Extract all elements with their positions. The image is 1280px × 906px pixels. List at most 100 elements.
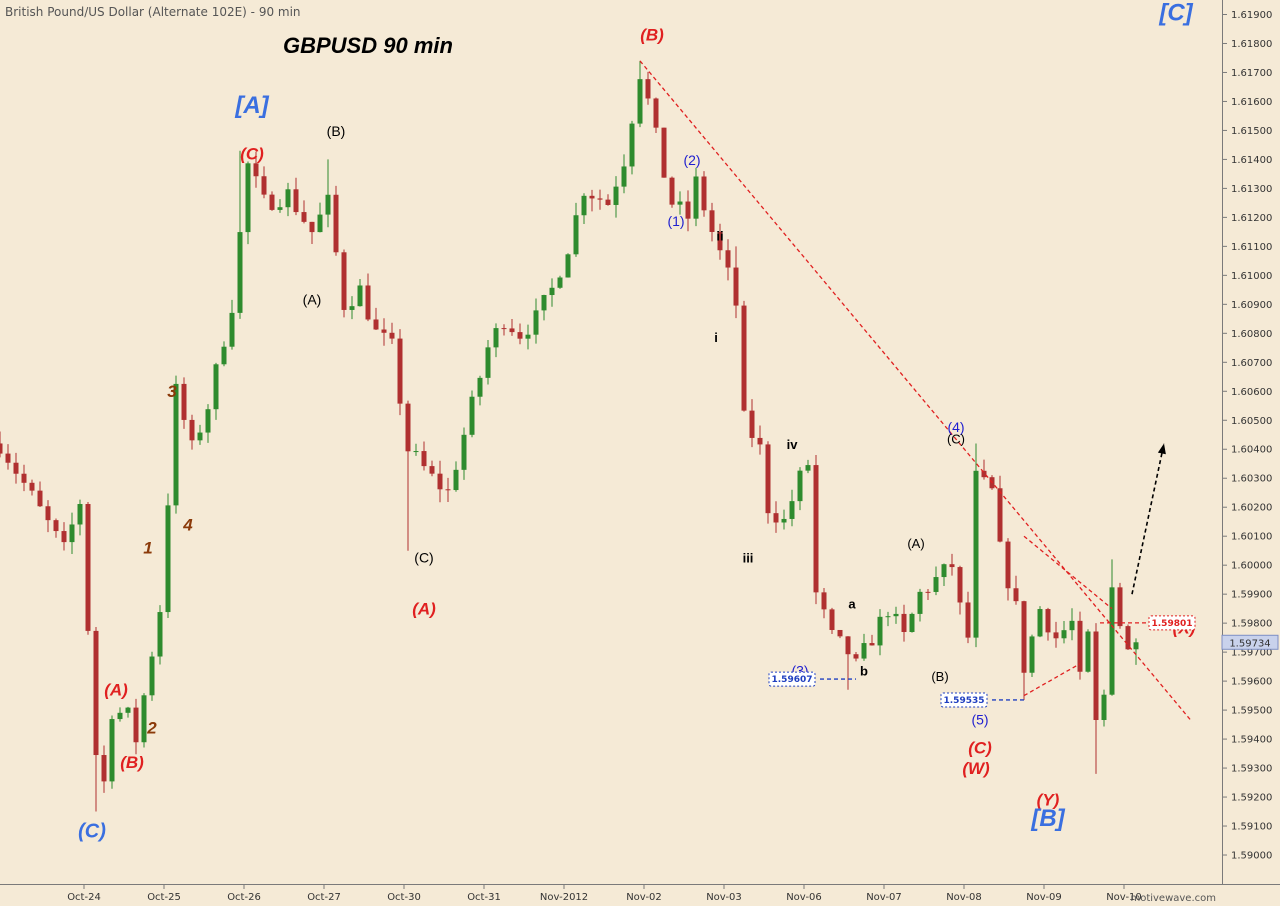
candle-body: [1085, 631, 1091, 672]
candle-body: [181, 383, 187, 420]
x-tick-label: Oct-27: [307, 892, 341, 903]
candle-body: [253, 163, 259, 177]
wave-label: (C): [414, 549, 433, 565]
wave-label: (B): [640, 26, 664, 45]
candle-body: [1077, 620, 1083, 672]
candle-body: [517, 332, 523, 339]
y-axis[interactable]: 1.59000 1.59100 1.59200 1.59300 1.59400 1.595…: [1222, 10, 1272, 862]
candle-body: [157, 612, 163, 657]
candle-body: [805, 465, 811, 471]
x-tick-label: Oct-26: [227, 892, 261, 903]
candle-body: [229, 312, 235, 347]
candle-body: [581, 195, 587, 216]
y-tick-label: 1.61700: [1231, 68, 1272, 79]
candle-body: [653, 98, 659, 128]
candle-body: [69, 524, 75, 543]
candle-body: [77, 504, 83, 525]
candle-body: [1013, 588, 1019, 602]
candle-body: [669, 177, 675, 205]
candle-body: [1053, 632, 1059, 639]
wave-label: b: [860, 663, 868, 678]
candle-body: [749, 410, 755, 438]
candle-body: [709, 210, 715, 232]
candle-body: [413, 451, 419, 453]
candle-body: [685, 201, 691, 219]
wave-label: iii: [743, 550, 754, 565]
y-tick-label: 1.60500: [1231, 416, 1272, 427]
candle-body: [1029, 636, 1035, 673]
wave-label: [A]: [234, 92, 269, 119]
current-price-box: [1221, 634, 1279, 650]
candle-body: [357, 285, 363, 307]
watermark: motivewave.com: [1130, 893, 1216, 904]
y-tick-label: 1.61600: [1231, 97, 1272, 108]
candle-body: [933, 577, 939, 592]
wave-label: (5): [971, 712, 988, 728]
wave-label: [C]: [1158, 0, 1193, 26]
candle-body: [661, 127, 667, 178]
candle-body: [349, 306, 355, 310]
candle-body: [245, 163, 251, 233]
wave-label: (A): [104, 681, 128, 700]
x-tick-label: Nov-06: [786, 892, 822, 903]
y-tick-label: 1.60300: [1231, 474, 1272, 485]
candle-body: [733, 267, 739, 306]
y-tick-label: 1.59400: [1231, 735, 1272, 746]
trendlines-layer: [639, 60, 1193, 723]
current-price-label: 1.59734: [1229, 638, 1270, 649]
candle-body: [917, 591, 923, 614]
candle-body: [237, 232, 243, 313]
candle-body: [45, 506, 51, 521]
candle-body: [525, 334, 531, 339]
y-tick-label: 1.59800: [1231, 619, 1272, 630]
candle-body: [85, 504, 91, 631]
candle-body: [309, 221, 315, 233]
price-badge-label: 1.59801: [1152, 619, 1193, 629]
wave-label: (A): [907, 536, 924, 551]
candle-body: [901, 613, 907, 633]
candle-body: [645, 79, 651, 99]
candle-body: [461, 434, 467, 470]
candle-body: [741, 305, 747, 411]
candle-body: [37, 490, 43, 507]
candle-body: [293, 189, 299, 213]
candle-body: [813, 465, 819, 593]
candle-body: [53, 520, 59, 532]
candle-body: [925, 591, 931, 593]
candle-body: [445, 489, 451, 491]
candle-body: [509, 328, 515, 333]
y-tick-label: 1.61400: [1231, 155, 1272, 166]
candle-body: [973, 470, 979, 638]
candle-body: [877, 616, 883, 646]
y-tick-label: 1.60100: [1231, 532, 1272, 543]
candle-body: [1133, 642, 1139, 650]
candle-body: [549, 287, 555, 296]
instrument-header: British Pound/US Dollar (Alternate 102E)…: [5, 5, 301, 19]
y-tick-label: 1.60400: [1231, 445, 1272, 456]
candle-body: [613, 186, 619, 205]
candle-body: [29, 482, 35, 491]
candle-body: [437, 473, 443, 490]
y-tick-label: 1.60000: [1231, 561, 1272, 572]
price-badge-box: [940, 692, 988, 708]
price-badge-box: [1148, 615, 1196, 631]
wave-label: [B]: [1030, 805, 1065, 832]
wave-label: (A): [412, 599, 436, 618]
candle-body: [1061, 630, 1067, 639]
candle-body: [573, 215, 579, 255]
candle-body: [397, 338, 403, 404]
wave-label: (Y): [1037, 791, 1060, 810]
candle-body: [557, 277, 563, 288]
candle-body: [541, 295, 547, 311]
candle-body: [261, 176, 267, 195]
candle-body: [421, 451, 427, 467]
candle-body: [333, 194, 339, 253]
candle-body: [1101, 694, 1107, 720]
x-tick-label: Nov-09: [1026, 892, 1062, 903]
candle-body: [269, 194, 275, 210]
candle-body: [149, 656, 155, 696]
x-axis[interactable]: Oct-24 Oct-25 Oct-26 Oct-27 Oct-30 Oct-31 Nov-…: [67, 884, 1142, 903]
wave-label: i: [714, 330, 718, 345]
